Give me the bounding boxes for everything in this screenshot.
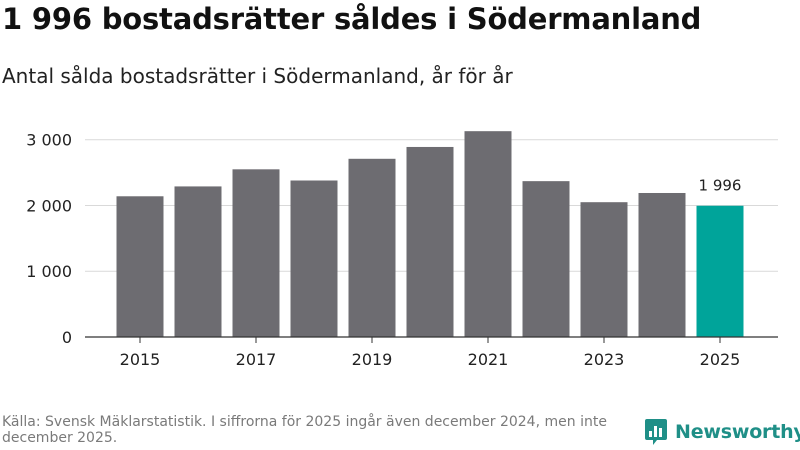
x-tick-label: 2021 [468,350,509,369]
data-label: 1 996 [699,177,742,195]
chart-subtitle: Antal sålda bostadsrätter i Södermanland… [2,64,513,88]
x-tick-label: 2017 [236,350,277,369]
bar-2016 [174,186,222,337]
bar-2025 [696,205,744,337]
bar-2022 [522,181,570,337]
x-tick-label: 2015 [120,350,161,369]
x-tick-label: 2019 [352,350,393,369]
bar-chart: 0 1 000 2 000 3 000 1 996 2015 2017 2019 2021 202… [26,131,778,369]
chart-title: 1 996 bostadsrätter såldes i Södermanlan… [2,2,702,36]
bar-2015 [116,196,164,337]
source-note: Källa: Svensk Mäklarstatistik. I siffror… [2,414,607,446]
x-tick-label: 2025 [700,350,741,369]
bar-2018 [290,180,338,337]
bar-2021 [464,131,512,337]
brand-name: Newsworthy [675,421,800,443]
y-tick-label: 2 000 [26,196,72,215]
y-tick-label: 0 [62,328,72,347]
bar-2019 [348,158,396,337]
x-tick-label: 2023 [584,350,625,369]
y-tick-label: 3 000 [26,131,72,150]
bar-2024 [638,192,686,337]
newsworthy-logo-icon [645,419,667,445]
brand: Newsworthy [644,418,800,446]
y-tick-label: 1 000 [26,262,72,281]
bar-2023 [580,202,628,337]
bar-2020 [406,146,454,337]
bar-2017 [232,169,280,337]
